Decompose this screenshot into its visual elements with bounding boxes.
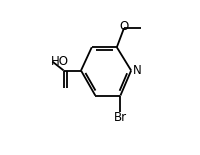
Text: N: N [133, 64, 141, 77]
Text: Br: Br [114, 111, 127, 124]
Text: HO: HO [51, 55, 69, 68]
Text: O: O [119, 20, 129, 33]
